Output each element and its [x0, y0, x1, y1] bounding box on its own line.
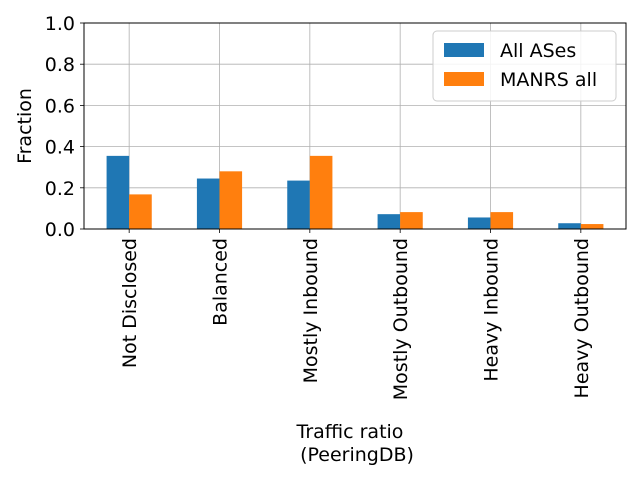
y-tick-label: 0.0	[45, 219, 75, 241]
plot-frame	[83, 22, 627, 230]
x-axis-label-line-2: (PeeringDB)	[300, 444, 414, 466]
y-tick-label: 0.6	[45, 95, 75, 117]
bar	[467, 217, 491, 229]
x-tick-label: Not Disclosed	[119, 238, 141, 368]
legend-entry-label: MANRS all	[500, 69, 597, 91]
legend-swatch	[444, 72, 484, 86]
bar	[558, 223, 581, 229]
y-tick-label: 0.2	[45, 178, 75, 200]
y-tick-label: 0.4	[45, 137, 75, 159]
bar	[196, 178, 220, 229]
bar	[400, 212, 423, 229]
legend-swatch	[444, 43, 484, 57]
bar	[129, 194, 152, 229]
x-tick-label: Heavy Outbound	[571, 238, 593, 398]
y-axis: 0.0 0.2 0.4 0.6 0.8 1.0	[45, 13, 84, 241]
y-tick-label: 0.8	[45, 54, 75, 76]
bar	[219, 171, 243, 229]
y-axis-label: Fraction	[14, 88, 36, 164]
x-axis: Not Disclosed Balanced Mostly Inbound Mostl…	[119, 229, 593, 400]
y-tick-label: 1.0	[45, 13, 75, 35]
x-tick-label: Balanced	[210, 238, 232, 326]
bar	[287, 180, 310, 229]
x-tick-label: Heavy Inbound	[481, 238, 503, 382]
x-tick-label: Mostly Outbound	[390, 238, 412, 400]
bar	[580, 224, 604, 229]
x-axis-label: Traffic ratio (PeeringDB)	[296, 421, 414, 466]
legend: All ASes MANRS all	[432, 30, 617, 102]
bar	[106, 155, 130, 229]
x-tick-label: Mostly Inbound	[300, 238, 322, 383]
x-axis-label-line-1: Traffic ratio	[296, 421, 404, 443]
legend-entry-label: All ASes	[500, 40, 576, 62]
bar	[490, 212, 514, 229]
bars	[106, 155, 604, 229]
bar	[309, 155, 333, 229]
bar	[377, 214, 401, 229]
